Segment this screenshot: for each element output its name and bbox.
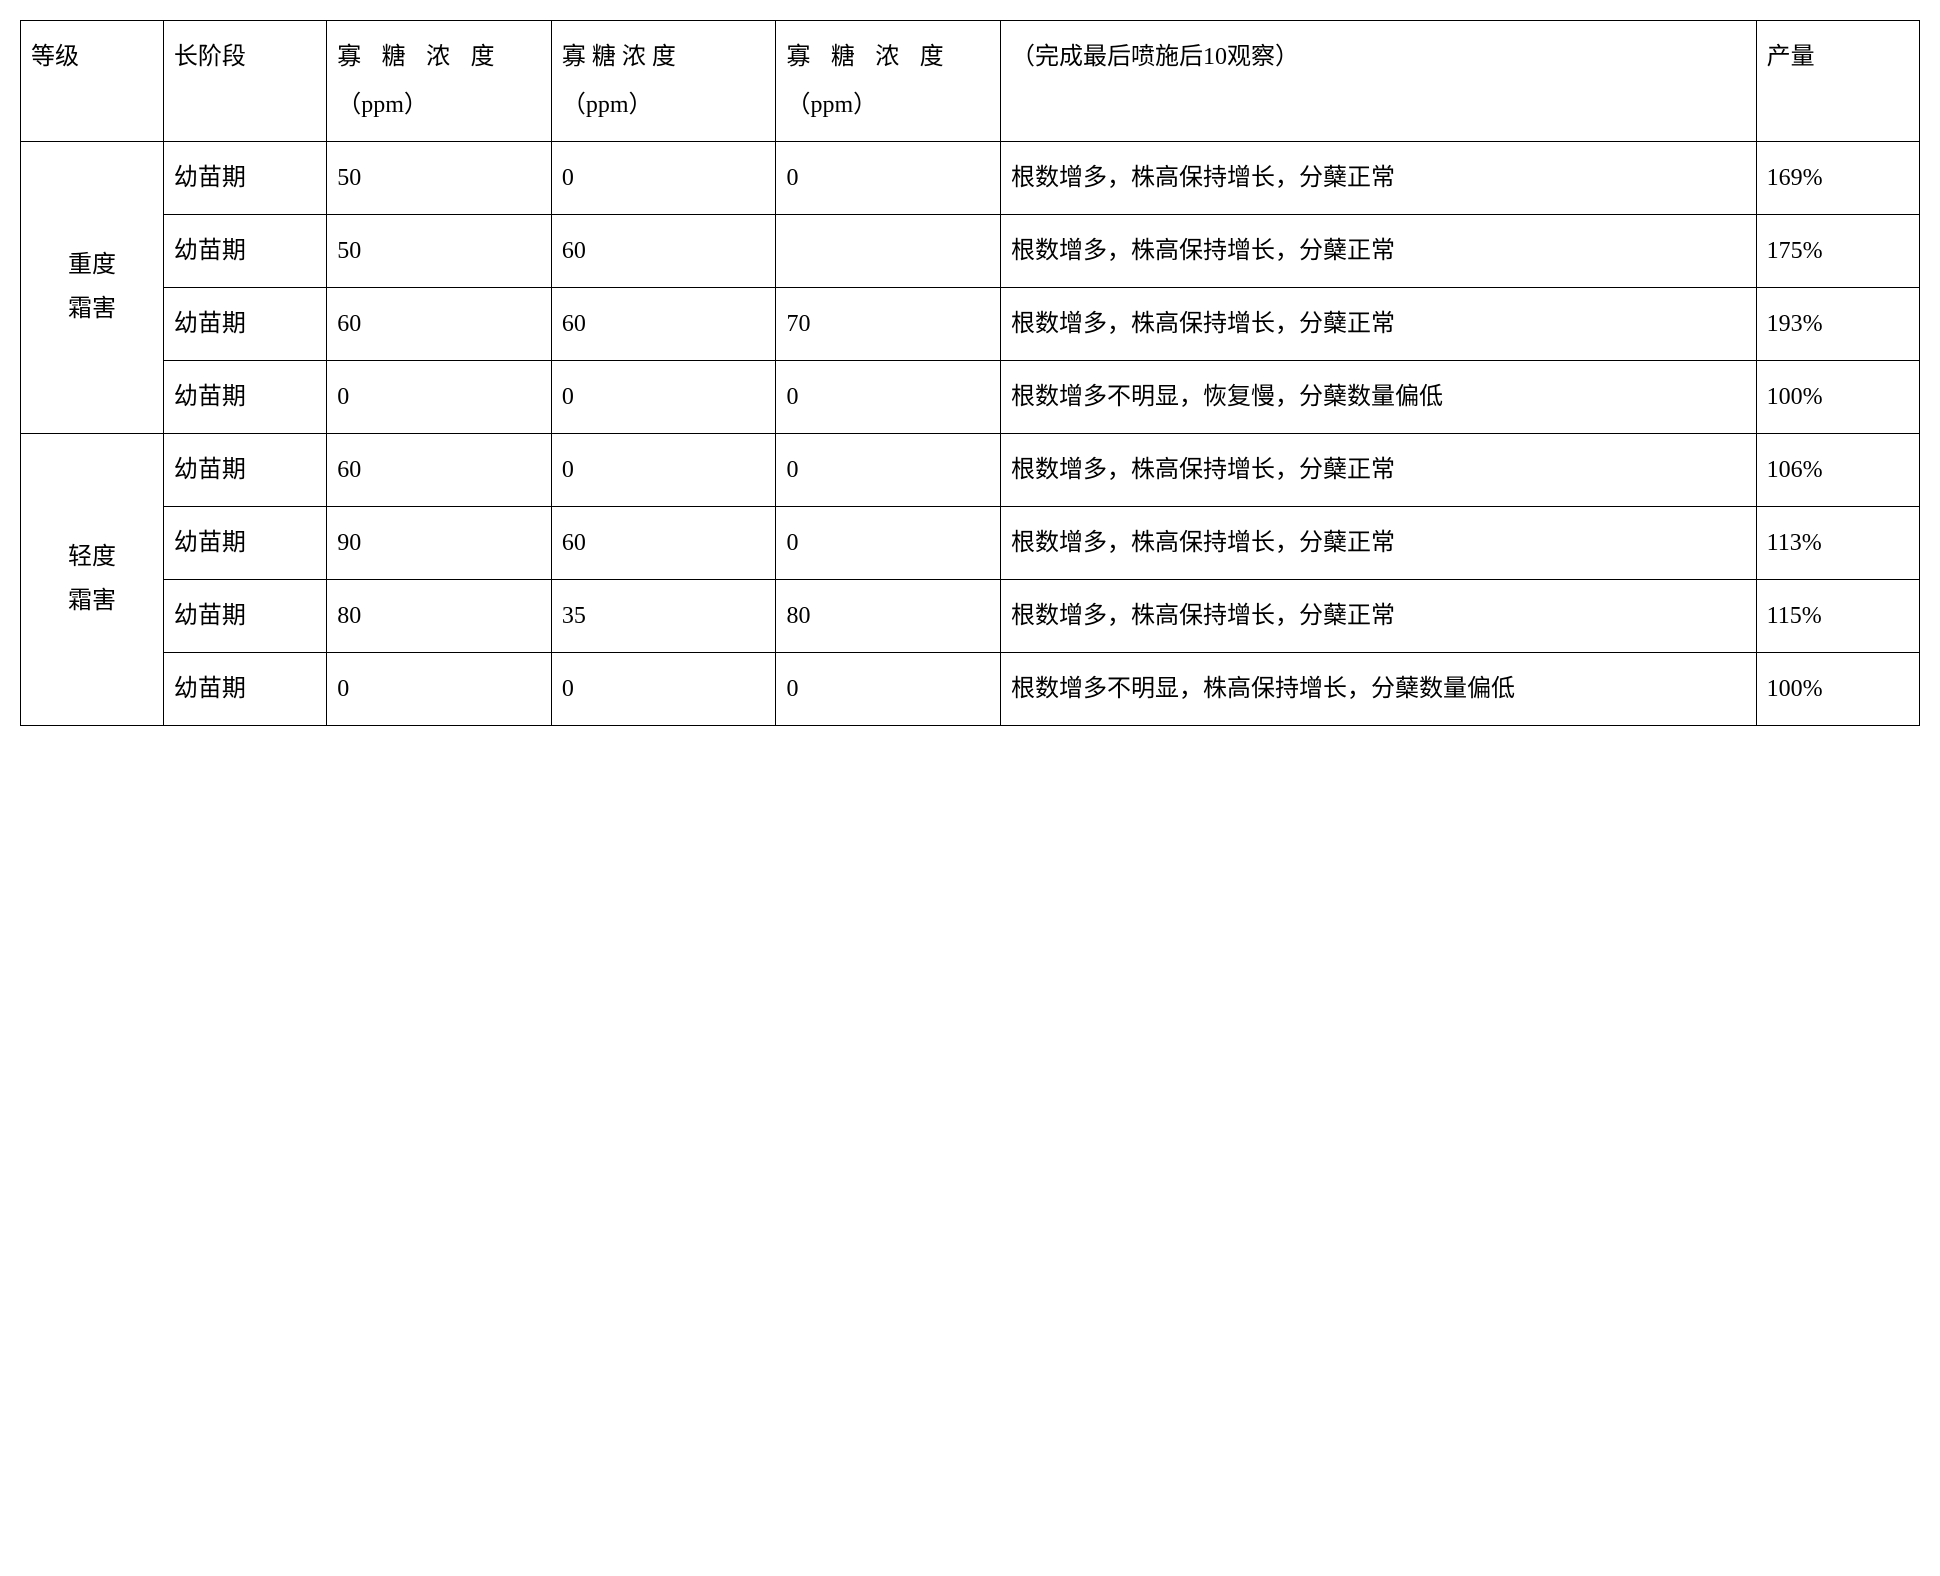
cell-conc2: 0: [551, 434, 776, 507]
cell-observation: 根数增多，株高保持增长，分蘖正常: [1001, 215, 1757, 288]
cell-conc3: 80: [776, 580, 1001, 653]
cell-stage: 幼苗期: [163, 653, 326, 726]
cell-yield: 106%: [1756, 434, 1919, 507]
cell-conc1: 0: [327, 361, 552, 434]
table-row: 幼苗期 80 35 80 根数增多，株高保持增长，分蘖正常 115%: [21, 580, 1920, 653]
cell-conc3: 0: [776, 142, 1001, 215]
cell-conc3: [776, 215, 1001, 288]
header-conc2-line1: 寡 糖 浓 度: [562, 44, 676, 70]
data-table: 等级 长阶段 寡 糖 浓 度 （ppm） 寡 糖 浓 度 （ppm） 寡 糖 浓…: [20, 20, 1920, 726]
cell-conc1: 60: [327, 434, 552, 507]
col-header-level: 等级: [21, 21, 164, 142]
cell-conc3: 0: [776, 361, 1001, 434]
level-label: 重度霜害: [68, 252, 116, 321]
cell-conc2: 0: [551, 142, 776, 215]
table-row: 重度霜害 幼苗期 50 0 0 根数增多，株高保持增长，分蘖正常 169%: [21, 142, 1920, 215]
cell-stage: 幼苗期: [163, 288, 326, 361]
cell-conc3: 0: [776, 434, 1001, 507]
cell-yield: 115%: [1756, 580, 1919, 653]
cell-yield: 100%: [1756, 361, 1919, 434]
cell-conc1: 0: [327, 653, 552, 726]
table-row: 幼苗期 0 0 0 根数增多不明显，恢复慢，分蘖数量偏低 100%: [21, 361, 1920, 434]
cell-observation: 根数增多，株高保持增长，分蘖正常: [1001, 507, 1757, 580]
cell-stage: 幼苗期: [163, 507, 326, 580]
col-header-conc3: 寡 糖 浓 度 （ppm）: [776, 21, 1001, 142]
cell-yield: 113%: [1756, 507, 1919, 580]
cell-conc1: 50: [327, 142, 552, 215]
header-conc1-line1: 寡 糖 浓 度: [337, 44, 501, 70]
cell-yield: 193%: [1756, 288, 1919, 361]
cell-yield: 100%: [1756, 653, 1919, 726]
cell-observation: 根数增多，株高保持增长，分蘖正常: [1001, 434, 1757, 507]
header-conc3-line2: （ppm）: [786, 92, 877, 118]
table-header-row: 等级 长阶段 寡 糖 浓 度 （ppm） 寡 糖 浓 度 （ppm） 寡 糖 浓…: [21, 21, 1920, 142]
cell-conc1: 50: [327, 215, 552, 288]
cell-yield: 175%: [1756, 215, 1919, 288]
level-cell: 重度霜害: [21, 142, 164, 434]
cell-conc3: 70: [776, 288, 1001, 361]
table-row: 轻度霜害 幼苗期 60 0 0 根数增多，株高保持增长，分蘖正常 106%: [21, 434, 1920, 507]
cell-conc3: 0: [776, 507, 1001, 580]
cell-stage: 幼苗期: [163, 142, 326, 215]
col-header-yield: 产量: [1756, 21, 1919, 142]
level-label: 轻度霜害: [68, 544, 116, 613]
cell-conc3: 0: [776, 653, 1001, 726]
table-row: 幼苗期 60 60 70 根数增多，株高保持增长，分蘖正常 193%: [21, 288, 1920, 361]
table-row: 幼苗期 50 60 根数增多，株高保持增长，分蘖正常 175%: [21, 215, 1920, 288]
col-header-stage: 长阶段: [163, 21, 326, 142]
cell-conc1: 60: [327, 288, 552, 361]
cell-stage: 幼苗期: [163, 215, 326, 288]
header-conc2-line2: （ppm）: [562, 92, 653, 118]
header-conc3-line1: 寡 糖 浓 度: [786, 44, 950, 70]
cell-stage: 幼苗期: [163, 361, 326, 434]
table-row: 幼苗期 0 0 0 根数增多不明显，株高保持增长，分蘖数量偏低 100%: [21, 653, 1920, 726]
cell-conc2: 35: [551, 580, 776, 653]
cell-conc2: 60: [551, 507, 776, 580]
cell-conc1: 90: [327, 507, 552, 580]
cell-conc1: 80: [327, 580, 552, 653]
cell-conc2: 0: [551, 653, 776, 726]
col-header-observation: （完成最后喷施后10观察）: [1001, 21, 1757, 142]
cell-stage: 幼苗期: [163, 434, 326, 507]
header-conc1-line2: （ppm）: [337, 92, 428, 118]
col-header-conc1: 寡 糖 浓 度 （ppm）: [327, 21, 552, 142]
cell-conc2: 60: [551, 288, 776, 361]
cell-observation: 根数增多，株高保持增长，分蘖正常: [1001, 580, 1757, 653]
table-row: 幼苗期 90 60 0 根数增多，株高保持增长，分蘖正常 113%: [21, 507, 1920, 580]
level-cell: 轻度霜害: [21, 434, 164, 726]
cell-conc2: 60: [551, 215, 776, 288]
col-header-conc2: 寡 糖 浓 度 （ppm）: [551, 21, 776, 142]
cell-observation: 根数增多不明显，株高保持增长，分蘖数量偏低: [1001, 653, 1757, 726]
cell-yield: 169%: [1756, 142, 1919, 215]
cell-observation: 根数增多，株高保持增长，分蘖正常: [1001, 288, 1757, 361]
cell-observation: 根数增多不明显，恢复慢，分蘖数量偏低: [1001, 361, 1757, 434]
cell-stage: 幼苗期: [163, 580, 326, 653]
cell-observation: 根数增多，株高保持增长，分蘖正常: [1001, 142, 1757, 215]
cell-conc2: 0: [551, 361, 776, 434]
